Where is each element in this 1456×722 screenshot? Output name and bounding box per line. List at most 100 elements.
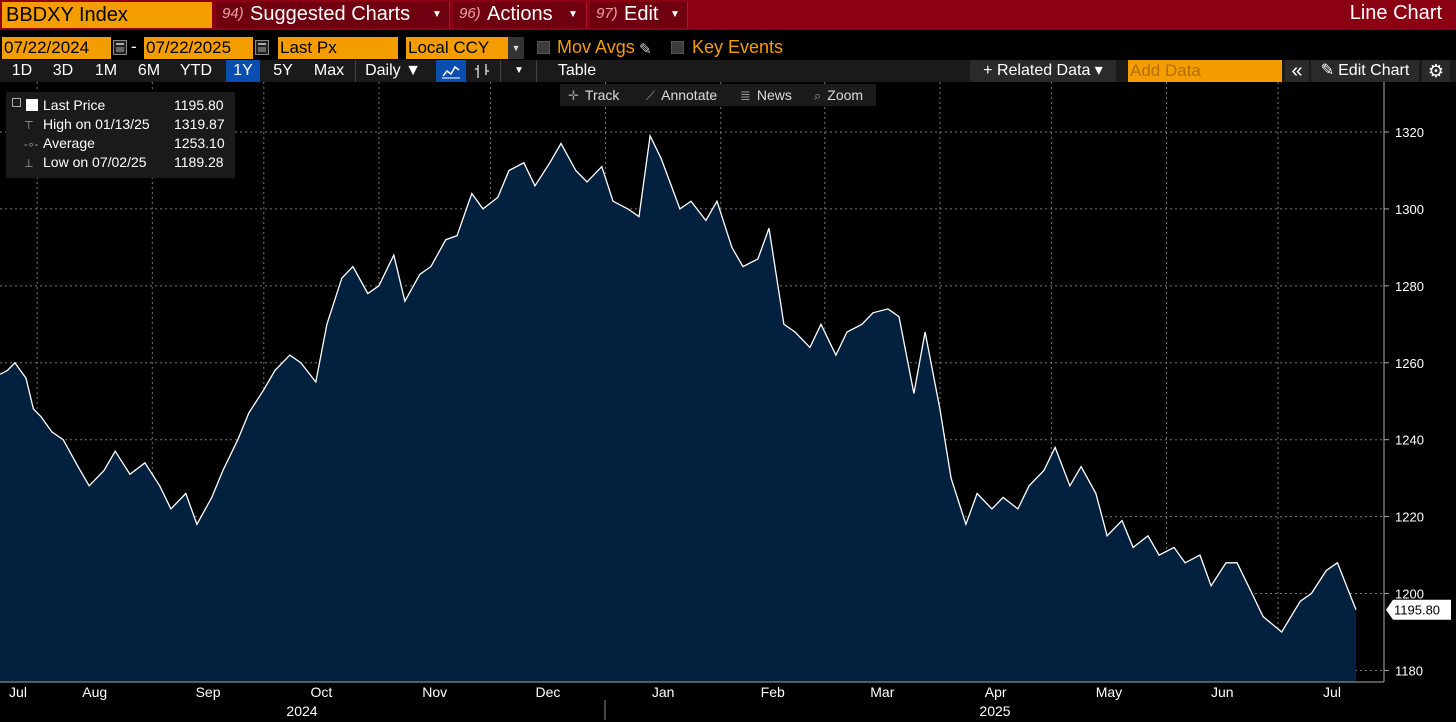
y-tick-label: 1260 bbox=[1395, 356, 1424, 371]
chart-tool-strip bbox=[560, 84, 876, 106]
toolbar-divider bbox=[355, 60, 356, 82]
actions-menu[interactable]: 96) Actions ▼ bbox=[453, 2, 587, 28]
y-tick-label: 1240 bbox=[1395, 433, 1424, 448]
currency-selector[interactable]: Local CCY bbox=[406, 37, 508, 59]
view-title: Line Chart bbox=[1349, 2, 1442, 24]
field-selector[interactable]: Last Px bbox=[278, 37, 398, 59]
calendar-icon[interactable] bbox=[255, 40, 269, 55]
legend-row-high[interactable]: ⊤ High on 01/13/25 1319.87 bbox=[6, 115, 235, 134]
legend-row-average[interactable]: -∘- Average 1253.10 bbox=[6, 134, 235, 153]
legend-row-low[interactable]: ⊥ Low on 07/02/25 1189.28 bbox=[6, 153, 235, 172]
news-tool[interactable]: ≣ News bbox=[740, 84, 792, 106]
zoom-tool[interactable]: ⌕ Zoom bbox=[814, 84, 863, 106]
pencil-icon: ✎ bbox=[1320, 62, 1335, 79]
range-6m[interactable]: 6M bbox=[137, 62, 161, 79]
edit-menu[interactable]: 97) Edit ▼ bbox=[590, 2, 688, 28]
y-axis-ticks: 1180 1200 1220 1240 1260 1280 1300 1320 bbox=[1384, 125, 1424, 678]
news-label: News bbox=[756, 87, 792, 103]
x-tick-label: Nov bbox=[422, 684, 447, 700]
ticker-field[interactable]: BBDXY Index bbox=[2, 2, 212, 28]
suggested-charts-menu[interactable]: 94) Suggested Charts ▼ bbox=[216, 2, 450, 28]
zoom-label: Zoom bbox=[827, 87, 864, 103]
chevron-down-icon[interactable]: ▼ bbox=[514, 65, 524, 76]
x-tick-label: Jul bbox=[9, 684, 27, 700]
legend-row-last[interactable]: Last Price 1195.80 bbox=[6, 96, 235, 115]
annotate-icon: ⟋ bbox=[646, 88, 656, 103]
ticker-label: BBDXY Index bbox=[6, 4, 128, 26]
y-tick-label: 1280 bbox=[1395, 279, 1424, 294]
price-line bbox=[0, 133, 1357, 633]
legend-label: High on 01/13/25 bbox=[43, 116, 150, 132]
range-3d[interactable]: 3D bbox=[52, 62, 74, 79]
pencil-icon[interactable]: ✎ bbox=[639, 41, 652, 58]
chevron-down-icon: ▼ bbox=[568, 9, 578, 20]
collapse-button[interactable]: « bbox=[1285, 60, 1309, 82]
end-date-field[interactable]: 07/22/2025 bbox=[144, 37, 253, 59]
start-date-field[interactable]: 07/22/2024 bbox=[2, 37, 111, 59]
toolbar-divider bbox=[536, 60, 537, 82]
mov-avgs-label[interactable]: Mov Avgs bbox=[557, 37, 635, 57]
low-marker-icon: ⊥ bbox=[24, 158, 34, 170]
x-tick-label: Jul bbox=[1323, 684, 1341, 700]
track-tool[interactable]: ✛ Track bbox=[568, 84, 619, 106]
range-1d[interactable]: 1D bbox=[11, 62, 33, 79]
menu-number: 94) bbox=[222, 5, 244, 22]
menu-label: Edit bbox=[624, 3, 659, 25]
x-tick-label: May bbox=[1096, 684, 1122, 700]
range-1y[interactable]: 1Y bbox=[226, 60, 260, 82]
x-tick-label: Jan bbox=[652, 684, 675, 700]
key-events-checkbox[interactable] bbox=[671, 41, 684, 54]
frequency-dropdown[interactable]: Daily ▼ bbox=[365, 62, 421, 79]
annotate-label: Annotate bbox=[661, 87, 718, 103]
range-max[interactable]: Max bbox=[313, 62, 345, 79]
menu-number: 97) bbox=[596, 5, 618, 22]
annotate-tool[interactable]: ⟋ Annotate bbox=[646, 84, 717, 106]
range-ytd[interactable]: YTD bbox=[180, 62, 212, 79]
edit-chart-label: Edit Chart bbox=[1338, 62, 1410, 79]
x-tick-label: Oct bbox=[310, 684, 332, 700]
legend-value: 1195.80 bbox=[174, 97, 224, 113]
price-area bbox=[0, 135, 1356, 683]
edit-chart-button[interactable]: ✎ Edit Chart bbox=[1311, 60, 1419, 82]
bar-chart-icon[interactable] bbox=[468, 60, 496, 82]
x-tick-label: Feb bbox=[761, 684, 785, 700]
last-price-marker: 1195.80 bbox=[1386, 599, 1451, 620]
y-tick-label: 1220 bbox=[1395, 510, 1424, 525]
chevron-down-icon: ▼ bbox=[432, 9, 442, 20]
date-separator: - bbox=[131, 37, 137, 56]
calendar-icon[interactable] bbox=[113, 40, 127, 55]
related-data-button[interactable]: + Related Data ▾ bbox=[970, 60, 1116, 82]
chart-legend: Last Price 1195.80 ⊤ High on 01/13/25 13… bbox=[6, 92, 235, 178]
x-tick-label: Dec bbox=[536, 684, 561, 700]
crosshair-icon: ✛ bbox=[568, 88, 579, 103]
y-tick-label: 1180 bbox=[1395, 663, 1423, 678]
add-data-input[interactable]: Add Data bbox=[1128, 60, 1282, 82]
x-tick-label: Jun bbox=[1211, 684, 1234, 700]
chevron-down-icon: ▼ bbox=[670, 9, 680, 20]
average-marker-icon: -∘- bbox=[24, 139, 39, 151]
range-5y[interactable]: 5Y bbox=[273, 62, 293, 79]
x-year-label: 2024 bbox=[286, 703, 317, 719]
menu-label: Actions bbox=[487, 3, 553, 25]
last-price-tag-text: 1195.80 bbox=[1394, 603, 1440, 618]
table-button[interactable]: Table bbox=[557, 62, 597, 79]
toolbar-divider bbox=[500, 60, 501, 82]
legend-value: 1253.10 bbox=[174, 135, 225, 151]
mov-avgs-checkbox[interactable] bbox=[537, 41, 550, 54]
gear-icon[interactable]: ⚙ bbox=[1422, 60, 1450, 82]
y-tick-label: 1200 bbox=[1395, 587, 1424, 602]
x-tick-label: Aug bbox=[82, 684, 107, 700]
legend-label: Last Price bbox=[43, 97, 106, 113]
key-events-label[interactable]: Key Events bbox=[692, 37, 784, 57]
chevron-down-icon[interactable]: ▼ bbox=[508, 37, 524, 59]
menu-number: 96) bbox=[459, 5, 481, 22]
menu-label: Suggested Charts bbox=[250, 3, 411, 25]
zoom-icon: ⌕ bbox=[814, 88, 822, 103]
range-1m[interactable]: 1M bbox=[94, 62, 118, 79]
legend-value: 1189.28 bbox=[174, 154, 224, 170]
collapse-legend-icon[interactable] bbox=[12, 98, 21, 107]
y-tick-label: 1320 bbox=[1395, 125, 1424, 140]
high-marker-icon: ⊤ bbox=[24, 120, 34, 132]
line-chart-icon[interactable] bbox=[436, 60, 466, 82]
